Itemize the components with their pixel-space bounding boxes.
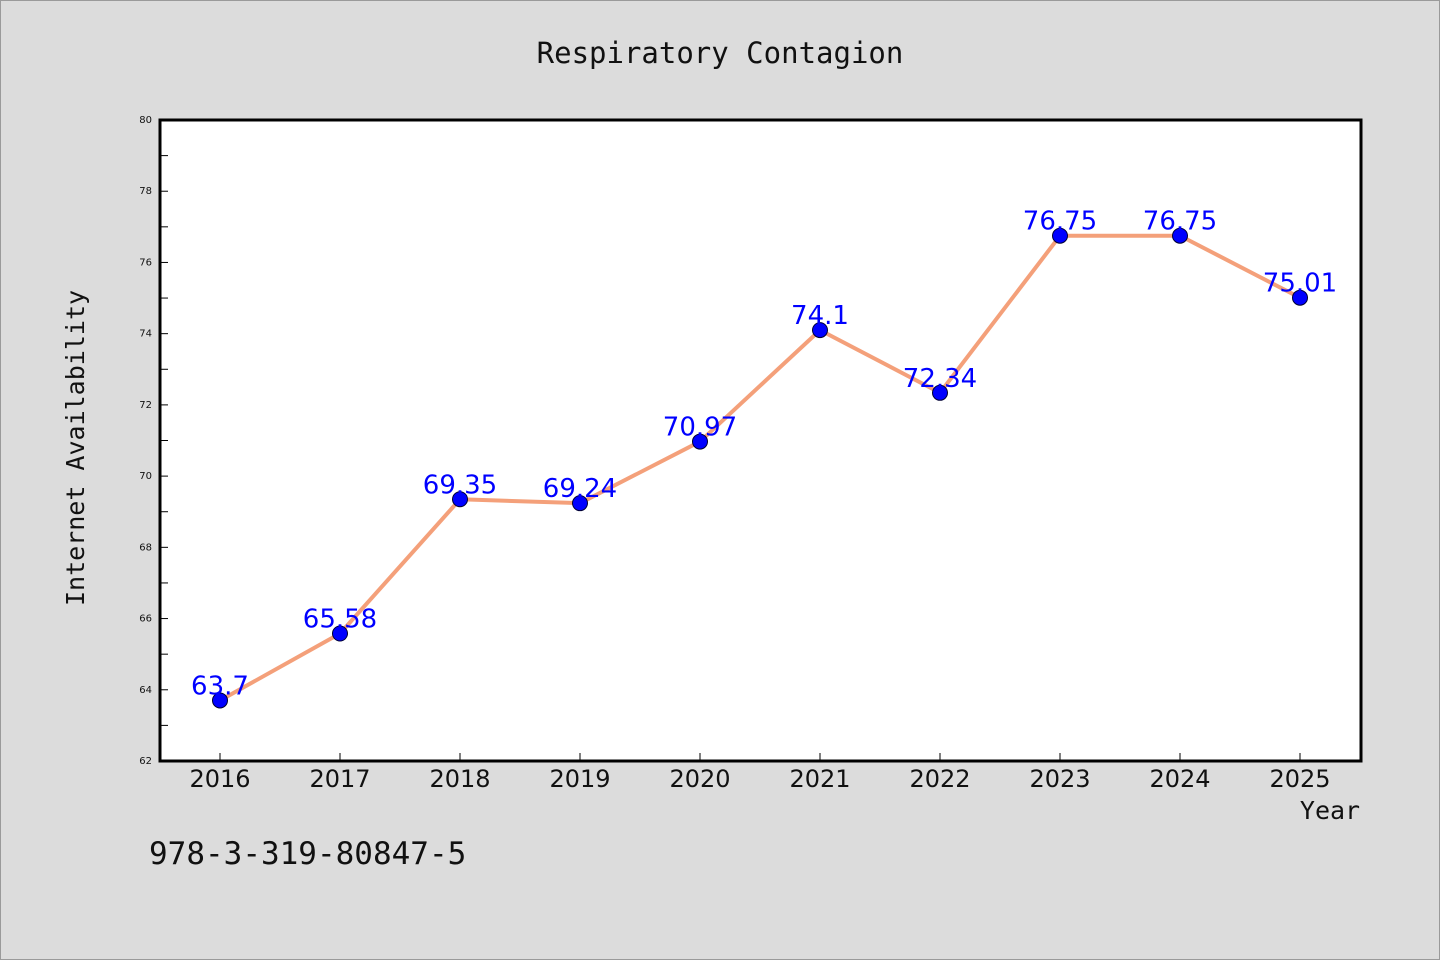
- y-tick-label: 70: [139, 471, 152, 482]
- data-label: 65.58: [303, 605, 377, 635]
- y-tick-label: 76: [139, 257, 152, 268]
- x-tick-label: 2021: [789, 765, 850, 793]
- data-point: [932, 384, 948, 401]
- x-tick-label: 2018: [429, 765, 490, 793]
- data-point: [452, 491, 468, 508]
- data-label: 69.24: [543, 474, 617, 504]
- x-axis-label: Year: [1300, 796, 1360, 825]
- plot-area: [160, 120, 1361, 761]
- y-tick-label: 80: [139, 115, 152, 126]
- x-tick-label: 2022: [909, 765, 970, 793]
- y-tick-label: 66: [139, 614, 152, 625]
- data-point: [812, 322, 828, 339]
- y-tick-label: 68: [139, 542, 152, 553]
- x-tick-label: 2017: [309, 765, 370, 793]
- data-label: 69.35: [423, 470, 497, 500]
- y-tick-label: 72: [139, 400, 152, 411]
- data-label: 63.7: [191, 671, 249, 701]
- x-tick-label: 2025: [1269, 765, 1330, 793]
- x-tick-label: 2023: [1029, 765, 1090, 793]
- x-tick-label: 2019: [549, 765, 610, 793]
- data-label: 75.01: [1263, 269, 1337, 299]
- data-point: [572, 495, 588, 512]
- x-tick-label: 2016: [189, 765, 250, 793]
- data-label: 76.75: [1023, 207, 1097, 237]
- data-label: 72.34: [903, 364, 977, 394]
- y-tick-label: 62: [139, 756, 152, 767]
- data-point: [212, 692, 228, 709]
- data-label: 70.97: [663, 413, 737, 443]
- y-tick-label: 64: [139, 685, 152, 696]
- x-tick-label: 2024: [1149, 765, 1210, 793]
- data-label: 76.75: [1143, 207, 1217, 237]
- series-markers: [212, 227, 1308, 709]
- data-point: [1292, 289, 1308, 306]
- series-line: [219, 233, 1301, 703]
- data-labels: 63.7 65.58 69.35 69.24 70.97 74.1 72.34 76.75 76…: [191, 207, 1337, 702]
- data-point: [1172, 227, 1188, 244]
- y-tick-label: 78: [139, 186, 152, 197]
- y-tick-label: 74: [139, 329, 152, 340]
- chart-title: Respiratory Contagion: [537, 36, 904, 70]
- isbn-footnote: 978-3-319-80847-5: [149, 836, 466, 872]
- data-point: [692, 433, 708, 450]
- plot-frame: [158, 118, 1363, 763]
- x-axis: 2016 2017 2018 2019 2020 2021 2022 2023 2024 2025: [189, 753, 1331, 793]
- data-label: 74.1: [791, 301, 849, 331]
- data-point: [332, 625, 348, 642]
- data-point: [1052, 227, 1068, 244]
- x-tick-label: 2020: [669, 765, 730, 793]
- y-axis-label: Internet Availability: [61, 290, 90, 606]
